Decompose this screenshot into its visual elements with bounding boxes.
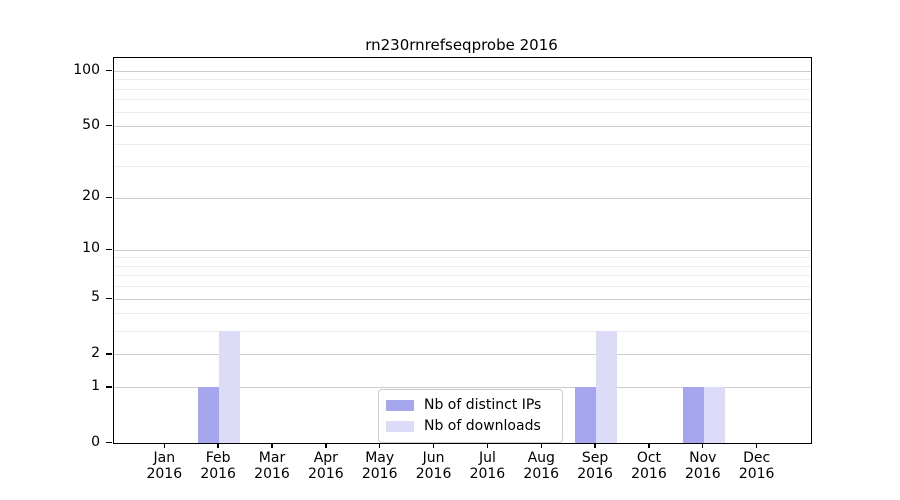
x-tick-label: Jul 2016 xyxy=(469,450,506,482)
minor-gridline xyxy=(114,286,811,288)
bar-distinct-ips xyxy=(198,387,220,443)
plot-area: Nb of distinct IPs Nb of downloads xyxy=(113,57,812,444)
major-gridline xyxy=(114,387,811,389)
x-tick xyxy=(594,443,596,448)
x-tick xyxy=(325,443,327,448)
x-tick xyxy=(755,443,758,448)
y-tick xyxy=(106,196,112,198)
legend-label-distinct-ips: Nb of distinct IPs xyxy=(424,397,542,413)
major-gridline xyxy=(114,354,811,356)
x-tick xyxy=(271,443,273,448)
major-gridline xyxy=(114,126,811,128)
bar-downloads xyxy=(703,387,725,443)
x-tick xyxy=(648,443,650,448)
x-tick xyxy=(702,443,704,448)
x-tick-label: Sep 2016 xyxy=(577,450,613,482)
legend-swatch-downloads-icon xyxy=(386,421,414,432)
x-tick xyxy=(432,443,435,448)
bar-downloads xyxy=(596,331,618,443)
y-tick-label: 20 xyxy=(82,188,100,205)
minor-gridline xyxy=(114,166,811,168)
y-tick-label: 1 xyxy=(91,377,100,394)
y-tick-label: 5 xyxy=(91,289,100,306)
y-tick xyxy=(106,70,112,72)
minor-gridline xyxy=(114,111,811,113)
x-tick-label: Mar 2016 xyxy=(254,450,290,482)
y-tick xyxy=(106,297,112,299)
legend-item-downloads: Nb of downloads xyxy=(386,418,554,435)
x-tick xyxy=(540,443,542,448)
legend-swatch-distinct-ips-icon xyxy=(386,400,414,411)
major-gridline xyxy=(114,71,811,72)
bar-distinct-ips xyxy=(575,387,597,443)
minor-gridline xyxy=(114,88,811,90)
x-tick-label: Dec 2016 xyxy=(738,450,775,482)
major-gridline xyxy=(114,298,811,300)
x-tick-label: Apr 2016 xyxy=(308,450,344,482)
legend-item-distinct-ips: Nb of distinct IPs xyxy=(386,397,554,414)
y-tick-label: 2 xyxy=(91,344,100,361)
x-tick-label: Aug 2016 xyxy=(523,450,560,482)
x-tick xyxy=(163,443,165,448)
legend-label-downloads: Nb of downloads xyxy=(424,418,541,434)
major-gridline xyxy=(114,197,811,199)
x-tick xyxy=(217,443,219,448)
x-tick-label: Feb 2016 xyxy=(200,450,236,482)
minor-gridline xyxy=(114,265,811,267)
y-tick-label: 0 xyxy=(91,433,100,450)
minor-gridline xyxy=(114,313,811,315)
y-tick xyxy=(106,353,112,355)
x-tick-label: Nov 2016 xyxy=(684,450,721,482)
y-tick-label: 50 xyxy=(82,116,100,133)
minor-gridline xyxy=(114,331,811,333)
minor-gridline xyxy=(114,275,811,277)
legend: Nb of distinct IPs Nb of downloads xyxy=(378,389,563,443)
chart-title: rn230rnrefseqprobe 2016 xyxy=(365,36,558,54)
minor-gridline xyxy=(114,143,811,145)
x-tick-label: Oct 2016 xyxy=(631,450,667,482)
y-tick xyxy=(106,248,112,251)
minor-gridline xyxy=(114,257,811,259)
y-tick-label: 100 xyxy=(73,61,100,78)
x-tick xyxy=(486,443,489,448)
bar-downloads xyxy=(219,331,241,443)
y-tick xyxy=(106,386,112,388)
x-tick-label: May 2016 xyxy=(361,450,398,482)
minor-gridline xyxy=(114,99,811,101)
x-tick-label: Jun 2016 xyxy=(415,450,452,482)
y-tick-label: 10 xyxy=(82,240,100,257)
minor-gridline xyxy=(114,79,811,81)
x-tick xyxy=(379,443,381,448)
major-gridline xyxy=(114,249,811,251)
x-tick-label: Jan 2016 xyxy=(146,450,183,482)
y-tick xyxy=(106,442,112,444)
y-tick xyxy=(106,125,112,127)
bar-distinct-ips xyxy=(682,387,704,443)
